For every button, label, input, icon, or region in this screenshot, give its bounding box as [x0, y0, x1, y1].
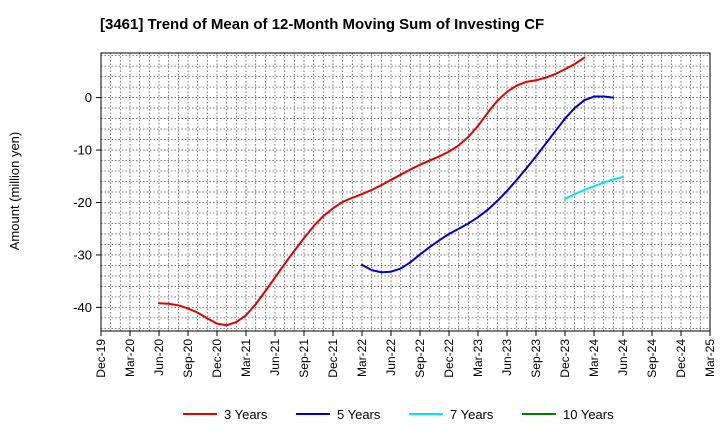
legend-label: 5 Years	[337, 407, 381, 422]
x-tick-label: Sep-23	[529, 339, 543, 378]
x-tick-label: Mar-20	[123, 339, 137, 377]
legend-label: 7 Years	[450, 407, 494, 422]
y-tick-label: -20	[73, 195, 92, 210]
y-tick-label: -10	[73, 143, 92, 158]
x-tick-label: Dec-20	[210, 339, 224, 378]
legend: 3 Years 5 Years 7 Years 10 Years	[183, 407, 614, 422]
x-tick-label: Dec-23	[558, 339, 572, 378]
legend-label: 3 Years	[224, 407, 268, 422]
x-tick-label: Dec-22	[442, 339, 456, 378]
x-tick-label: Jun-23	[500, 339, 514, 376]
y-tick-label: -30	[73, 247, 92, 262]
x-tick-label: Mar-23	[471, 339, 485, 377]
y-tick-label: 0	[85, 90, 92, 105]
x-tick-label: Jun-21	[268, 339, 282, 376]
grid-lines	[100, 53, 711, 331]
legend-label: 10 Years	[563, 407, 614, 422]
plot-border	[100, 52, 711, 332]
x-tick-label: Mar-24	[587, 339, 601, 377]
x-axis-ticks: Dec-19 Mar-20 Jun-20 Sep-20 Dec-20 Mar-21 Jun-…	[94, 331, 717, 378]
x-tick-label: Dec-19	[94, 339, 108, 378]
series-layer	[158, 56, 624, 327]
x-tick-label: Jun-22	[384, 339, 398, 376]
x-tick-label: Sep-20	[181, 339, 195, 378]
y-tick-label: -40	[73, 300, 92, 315]
x-tick-label: Mar-21	[239, 339, 253, 377]
chart-title: [3461] Trend of Mean of 12-Month Moving …	[100, 16, 544, 33]
series-line-3-years	[158, 56, 586, 327]
x-tick-label: Mar-22	[355, 339, 369, 377]
x-tick-label: Dec-24	[674, 339, 688, 378]
y-axis-label: Amount (million yen)	[7, 132, 22, 251]
x-tick-label: Jun-20	[152, 339, 166, 376]
x-tick-label: Sep-24	[645, 339, 659, 378]
x-tick-label: Jun-24	[616, 339, 630, 376]
x-tick-label: Sep-22	[413, 339, 427, 378]
x-tick-label: Sep-21	[297, 339, 311, 378]
x-tick-label: Mar-25	[703, 339, 717, 377]
y-axis-ticks: 0 -10 -20 -30 -40	[73, 90, 101, 315]
x-tick-label: Dec-21	[326, 339, 340, 378]
axes	[100, 52, 711, 332]
series-line-5-years	[361, 95, 615, 274]
series-line-7-years	[564, 175, 624, 200]
